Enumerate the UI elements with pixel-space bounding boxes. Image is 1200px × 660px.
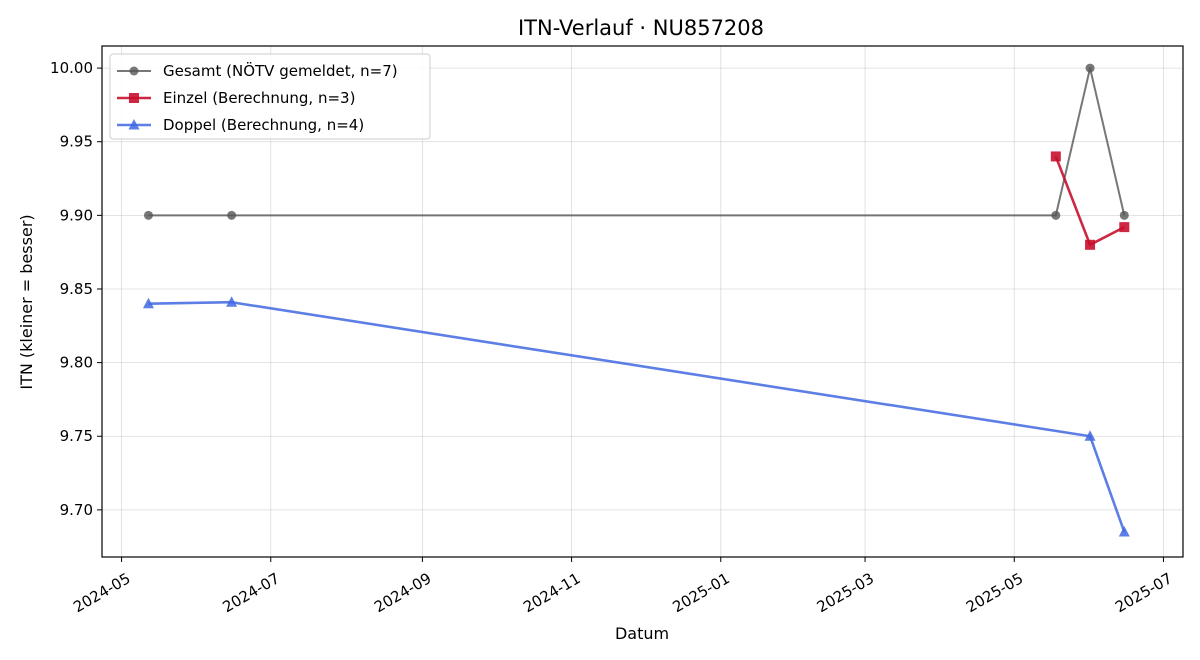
x-tick-label: 2024-05	[70, 569, 133, 616]
x-tick-label: 2025-05	[963, 569, 1026, 616]
legend-marker	[128, 119, 140, 130]
y-axis-title: ITN (kleiner = besser)	[17, 214, 36, 389]
legend-items: Gesamt (NÖTV gemeldet, n=7) Einzel (Berec…	[117, 61, 398, 134]
data-point	[143, 210, 153, 220]
data-point	[227, 210, 237, 220]
y-tick-label: 9.90	[60, 206, 93, 224]
y-tick-label: 9.80	[60, 354, 93, 372]
y-tick-label: 9.85	[60, 280, 93, 298]
x-axis-title: Datum	[615, 624, 669, 643]
series-square	[1050, 151, 1130, 250]
x-tick-label: 2024-09	[371, 569, 434, 616]
data-point	[1051, 210, 1061, 220]
legend: Gesamt (NÖTV gemeldet, n=7) Einzel (Berec…	[109, 53, 431, 140]
legend-marker	[129, 66, 139, 76]
y-tick-label: 10.00	[50, 59, 93, 77]
x-tick-label: 2025-01	[669, 569, 732, 616]
legend-marker	[129, 93, 139, 103]
data-point	[142, 297, 154, 309]
data-point	[1085, 63, 1095, 73]
chart-title: ITN-Verlauf · NU857208	[518, 16, 764, 40]
x-tick-label: 2025-03	[814, 569, 877, 616]
y-tick-label: 9.95	[60, 133, 93, 151]
y-tick-label: 9.75	[60, 427, 93, 445]
data-point	[1119, 210, 1129, 220]
data-point	[226, 296, 238, 307]
x-tick-label: 2025-07	[1112, 569, 1175, 616]
series-triangle	[142, 296, 1130, 537]
data-point	[1119, 222, 1130, 233]
data-point	[1050, 151, 1061, 162]
y-tick-label: 9.70	[60, 501, 93, 519]
data-point	[1118, 525, 1130, 537]
series-circle	[143, 63, 1129, 220]
x-tick-label: 2024-07	[219, 569, 282, 616]
plot-frame	[101, 45, 1184, 558]
data-point	[1084, 430, 1096, 441]
legend-label: Doppel (Berechnung, n=4)	[163, 116, 364, 134]
legend-label: Gesamt (NÖTV gemeldet, n=7)	[163, 61, 398, 80]
x-tick-label: 2024-11	[520, 569, 583, 616]
ticks: 2024-05 2024-07 2024-09 2024-11 2025-01 2025-…	[50, 59, 1175, 616]
legend-label: Einzel (Berechnung, n=3)	[163, 89, 355, 107]
series-line	[148, 300, 1126, 533]
legend-box	[109, 53, 431, 140]
series-layer	[142, 63, 1130, 537]
data-point	[1085, 239, 1096, 250]
